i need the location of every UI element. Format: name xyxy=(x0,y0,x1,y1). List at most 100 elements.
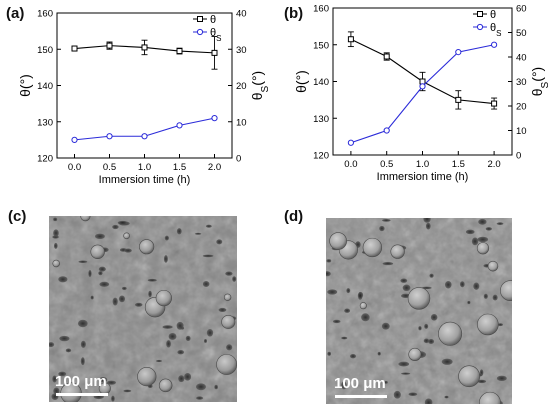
sem-pore xyxy=(124,248,132,253)
sem-pore xyxy=(357,291,363,300)
y-right-tick-label: 60 xyxy=(516,4,527,15)
sem-pore xyxy=(478,218,487,225)
sem-pore xyxy=(98,376,108,383)
sem-pore xyxy=(206,329,214,337)
sem-pore xyxy=(194,232,202,235)
sem-pore xyxy=(428,338,435,344)
sem-pore xyxy=(350,354,357,359)
sem-bubble xyxy=(390,244,405,259)
sem-pore xyxy=(401,372,411,375)
scale-bar-label-c: 100 μm xyxy=(55,373,107,390)
sem-pore xyxy=(117,220,128,225)
sem-bubble xyxy=(90,244,105,260)
legend-label: θS xyxy=(210,27,221,43)
sem-bubble xyxy=(438,321,463,346)
y-left-tick-label: 140 xyxy=(313,77,329,88)
y-left-tick-label: 150 xyxy=(313,40,329,51)
legend-label: θ xyxy=(490,9,496,21)
legend-label: θS xyxy=(490,22,501,38)
sem-bubble xyxy=(476,242,490,255)
sem-pore xyxy=(123,389,132,393)
sem-pore xyxy=(346,288,351,294)
data-point-theta xyxy=(211,49,218,56)
sem-pore xyxy=(444,281,452,289)
sem-pore xyxy=(80,357,85,366)
sem-pore xyxy=(176,228,182,235)
sem-pore xyxy=(497,323,503,327)
sem-bubble xyxy=(123,232,130,240)
sem-pore xyxy=(327,289,338,295)
y-right-tick-label: 20 xyxy=(236,81,247,92)
sem-pore xyxy=(496,222,504,225)
sem-bubble xyxy=(458,365,481,388)
sem-pore xyxy=(483,293,488,299)
sem-pore xyxy=(58,371,67,377)
x-tick-label: 2.0 xyxy=(487,159,500,170)
sem-pore xyxy=(53,242,58,249)
sem-bubble xyxy=(362,237,383,258)
sem-pore xyxy=(177,350,185,355)
y-left-axis-label: θ(°) xyxy=(293,70,309,93)
sem-bubble xyxy=(216,354,238,375)
sem-texture-d xyxy=(323,215,521,413)
data-point-theta xyxy=(419,78,426,85)
sem-pore xyxy=(58,276,68,283)
chart-b-plot: 0.0 0.5 1.0 1.5 2.0 120 130 140 150 160 0 10 20 30 40 5… xyxy=(293,4,550,184)
y-right-axis-label: θS(°) xyxy=(529,67,550,96)
x-tick-label: 0.5 xyxy=(103,162,116,173)
sem-pore xyxy=(147,278,157,282)
sem-pore xyxy=(341,381,347,390)
sem-pore xyxy=(214,384,218,390)
sem-pore xyxy=(382,262,394,266)
sem-pore xyxy=(184,373,192,381)
data-point-theta xyxy=(347,36,354,43)
sem-bubble xyxy=(359,302,367,310)
x-tick-label: 1.5 xyxy=(452,159,465,170)
sem-bubble xyxy=(407,287,431,310)
sem-pore xyxy=(423,338,430,344)
sem-pore xyxy=(429,273,434,278)
y-right-axis-label-text: θS(°) xyxy=(529,67,550,96)
y-left-tick-label: 130 xyxy=(37,117,53,128)
data-point-theta-s xyxy=(419,83,426,90)
sem-pore xyxy=(465,229,475,235)
sem-pore xyxy=(118,295,126,303)
sem-pore xyxy=(112,297,118,306)
data-point-theta-s xyxy=(383,127,390,134)
sem-pore xyxy=(441,358,453,365)
sem-pore xyxy=(148,290,152,298)
sem-pore xyxy=(323,271,331,277)
sem-pore xyxy=(361,313,370,322)
data-point-theta xyxy=(455,96,462,103)
sem-pore xyxy=(492,294,498,301)
data-point-theta-s xyxy=(141,133,148,140)
x-tick-label: 0.0 xyxy=(68,162,81,173)
sem-pore xyxy=(477,379,487,384)
scale-bar-label-d: 100 μm xyxy=(334,375,386,392)
sem-pore xyxy=(400,278,408,283)
sem-pore xyxy=(418,326,422,331)
x-tick-label: 2.0 xyxy=(208,162,221,173)
sem-pore xyxy=(164,235,169,241)
data-point-theta-s xyxy=(455,49,462,56)
y-left-axis-label: θ(°) xyxy=(17,74,33,97)
sem-pore xyxy=(98,271,103,276)
sem-pore xyxy=(47,342,55,348)
sem-pore xyxy=(332,319,341,324)
sem-pore xyxy=(53,387,60,395)
sem-pore xyxy=(327,351,332,356)
sem-pore xyxy=(166,340,171,348)
data-point-theta-s xyxy=(71,136,78,143)
sem-pore xyxy=(398,361,410,367)
data-point-theta-s xyxy=(106,133,113,140)
data-point-theta xyxy=(141,44,148,51)
sem-pore xyxy=(88,270,92,278)
sem-pore xyxy=(176,321,184,330)
sem-pore xyxy=(381,322,390,330)
y-left-tick-label: 140 xyxy=(37,81,53,92)
legend-marker xyxy=(477,11,483,17)
sem-pore xyxy=(473,282,480,290)
data-point-theta xyxy=(176,48,183,55)
sem-bubble xyxy=(137,367,157,387)
